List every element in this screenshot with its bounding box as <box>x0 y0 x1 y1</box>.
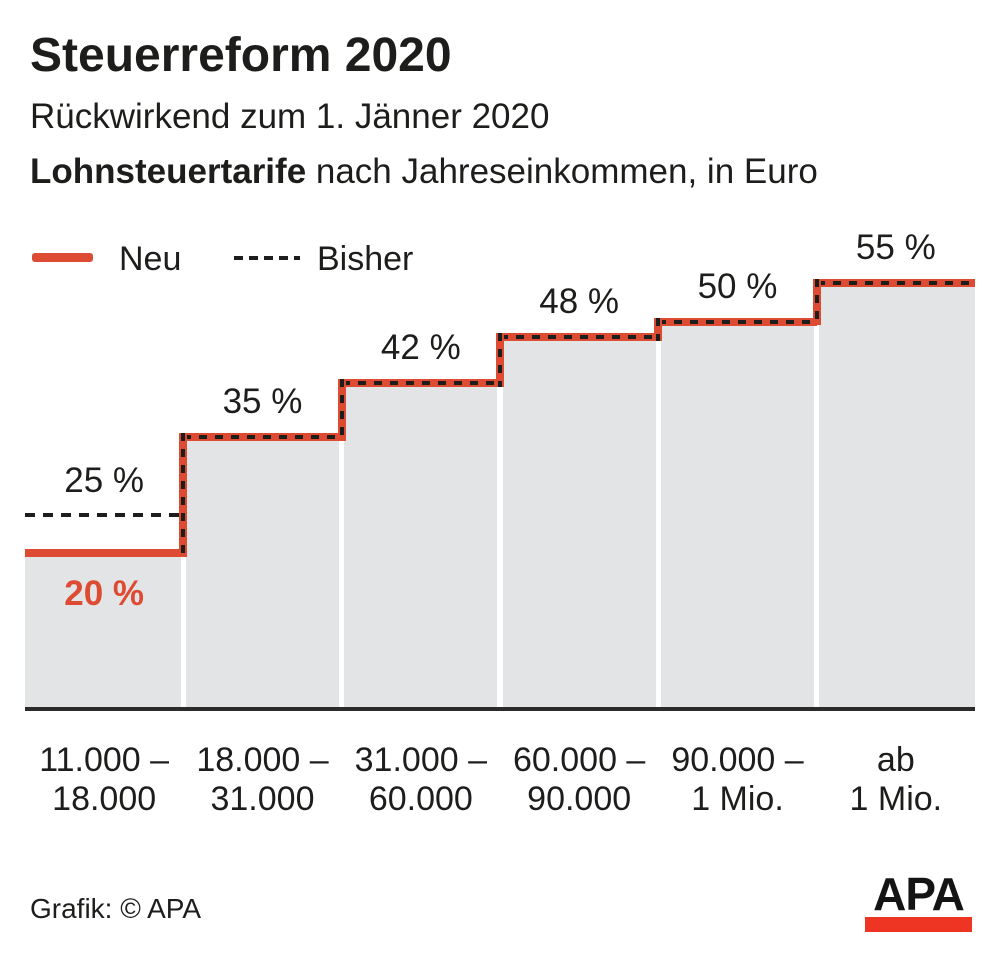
tax-band-fill <box>502 340 656 707</box>
bisher-dash-overlay <box>500 334 659 339</box>
bisher-dash-overlay-vertical <box>656 317 661 341</box>
bisher-dash-overlay <box>341 381 500 386</box>
step-riser <box>179 433 188 558</box>
rate-label-neu: 20 % <box>64 574 145 614</box>
step-riser <box>496 332 504 388</box>
apa-logo-text: APA <box>873 868 965 920</box>
legend-neu-label: Neu <box>119 240 182 278</box>
neu-step-line <box>341 379 500 388</box>
bisher-dash-overlay <box>183 435 342 440</box>
tax-band-fill <box>25 557 181 707</box>
chart-description: Lohnsteuertarife nach Jahreseinkommen, i… <box>30 153 818 191</box>
tax-band-fill <box>185 441 340 707</box>
rate-label: 55 % <box>855 227 936 267</box>
apa-logo-red-bar <box>865 917 972 932</box>
tax-band-fill <box>344 387 498 707</box>
income-range-label: 11.000 – 18.000 <box>39 741 170 818</box>
chart-description-rest: nach Jahreseinkommen, in Euro <box>306 152 818 191</box>
apa-logo: APA <box>865 871 972 933</box>
bisher-dash-overlay-vertical <box>814 278 819 326</box>
page-title: Steuerreform 2020 <box>30 29 452 82</box>
bisher-dash-overlay <box>658 319 817 324</box>
neu-step-line <box>25 549 184 558</box>
subtitle: Rückwirkend zum 1. Jänner 2020 <box>30 97 550 136</box>
rate-label: 48 % <box>539 281 620 321</box>
legend-bisher-swatch <box>234 256 300 260</box>
neu-step-line <box>500 332 659 341</box>
rate-label: 25 % <box>64 460 145 500</box>
step-riser <box>337 379 346 442</box>
bisher-dash-overlay <box>816 280 975 285</box>
bisher-dash-overlay-vertical <box>181 433 186 558</box>
neu-step-line <box>183 433 342 442</box>
tax-band-fill <box>660 325 815 707</box>
neu-step-line <box>658 317 817 326</box>
legend-bisher-label: Bisher <box>317 240 414 278</box>
neu-step-line <box>816 278 975 287</box>
rate-label: 50 % <box>697 266 778 306</box>
bisher-dash-overlay-vertical <box>498 332 502 388</box>
rate-label: 35 % <box>222 382 303 422</box>
bisher-line-first-band <box>25 512 180 517</box>
income-range-label: 60.000 – 90.000 <box>512 741 646 818</box>
x-axis-line <box>25 707 975 711</box>
income-range-label: ab 1 Mio. <box>849 741 943 818</box>
step-riser <box>812 278 821 326</box>
step-riser <box>654 317 663 341</box>
legend-neu-swatch <box>32 253 93 262</box>
income-range-label: 90.000 – 1 Mio. <box>671 741 804 818</box>
income-range-label: 31.000 – 60.000 <box>354 741 487 818</box>
income-range-label: 18.000 – 31.000 <box>196 741 329 818</box>
bisher-dash-overlay-vertical <box>339 379 344 442</box>
chart-description-bold: Lohnsteuertarife <box>30 152 307 191</box>
credit-line: Grafik: © APA <box>30 893 202 924</box>
rate-label: 42 % <box>380 328 461 368</box>
tax-band-fill <box>819 286 975 707</box>
